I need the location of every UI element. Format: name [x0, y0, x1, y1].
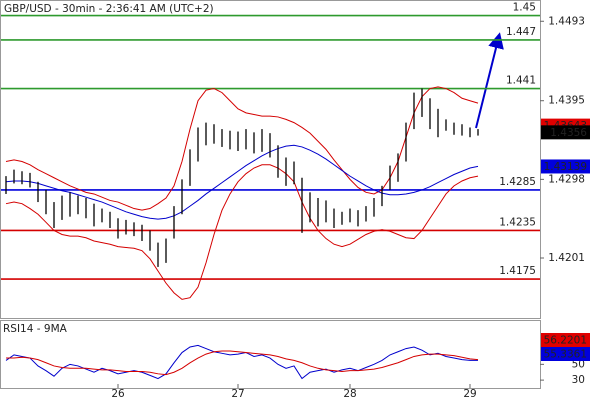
series-line: [5, 86, 479, 211]
level-label: 1.441: [506, 75, 536, 87]
y-tick-label: 30: [572, 374, 585, 386]
rsi-marker: [541, 347, 590, 361]
price-marker-label: 1.4356: [550, 127, 587, 139]
y-tick-label: 1.4493: [548, 15, 585, 27]
rsi-marker: [541, 333, 590, 347]
price-marker: [541, 159, 590, 174]
y-tick-label: 1.4298: [548, 173, 585, 185]
y-tick-label: 1.4395: [548, 95, 585, 107]
series-line: [5, 164, 479, 300]
y-tick-label: 50: [572, 358, 585, 370]
x-tick-label: 29: [463, 388, 476, 400]
price-marker: [541, 125, 590, 140]
level-label: 1.447: [506, 26, 536, 38]
rsi-frame: [0, 320, 541, 389]
y-tick-label: 1.4201: [548, 252, 585, 264]
level-label: 1.4175: [499, 265, 536, 277]
rsi-marker-label: 55.3361: [544, 349, 587, 361]
chart-title: GBP/USD - 30min - 2:36:41 AM (UTC+2): [4, 3, 214, 15]
price-marker-label: 1.43139: [544, 161, 587, 173]
x-tick-label: 26: [111, 388, 125, 400]
rsi-marker-label: 56.2201: [544, 335, 587, 347]
series-line: [6, 350, 479, 376]
x-tick-label: 28: [343, 388, 356, 400]
series-line: [5, 344, 478, 380]
x-tick-label: 27: [231, 388, 244, 400]
forecast-arrow: [475, 32, 504, 129]
rsi-title: RSI14 - 9MA: [3, 323, 68, 335]
level-label: 1.45: [513, 2, 536, 14]
level-label: 1.4285: [499, 176, 536, 188]
series-line: [5, 144, 479, 220]
price-frame: [0, 0, 541, 319]
level-label: 1.4235: [499, 216, 536, 228]
